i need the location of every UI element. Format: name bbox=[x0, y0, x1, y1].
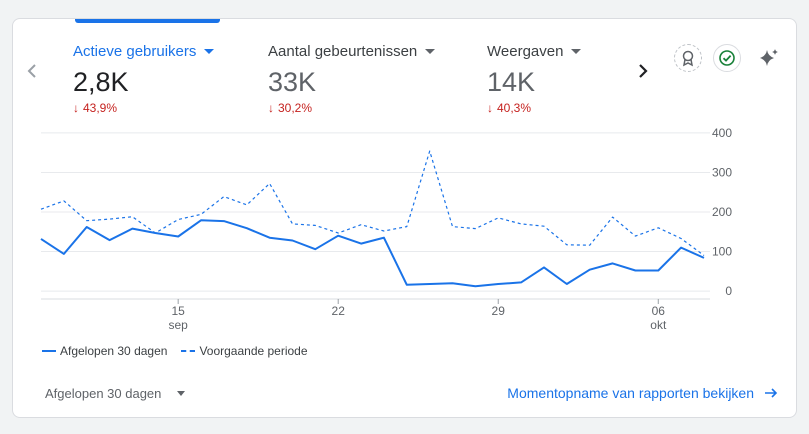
chevron-left-icon[interactable] bbox=[25, 61, 39, 81]
x-tick-label: 22 bbox=[332, 304, 346, 318]
metric-active-users[interactable]: Actieve gebruikers 2,8K ↓ 43,9% bbox=[73, 43, 215, 115]
metric-label: Actieve gebruikers bbox=[73, 43, 215, 60]
series-line-previous bbox=[40, 150, 705, 256]
legend-item-current: Afgelopen 30 dagen bbox=[42, 344, 167, 358]
legend-swatch-dashed bbox=[181, 350, 196, 352]
metric-change: ↓ 30,2% bbox=[268, 101, 313, 115]
metric-label: Aantal gebeurtenissen bbox=[268, 43, 436, 60]
series-lines bbox=[40, 150, 705, 288]
caret-down-icon bbox=[177, 391, 186, 396]
check-circle-icon[interactable] bbox=[713, 44, 741, 72]
metric-change: ↓ 40,3% bbox=[487, 101, 532, 115]
metric-change: ↓ 43,9% bbox=[73, 101, 118, 115]
arrow-down-icon: ↓ bbox=[73, 101, 79, 115]
y-tick-label: 400 bbox=[712, 126, 732, 140]
x-tick-label: 15 bbox=[171, 304, 185, 318]
caret-down-icon bbox=[571, 49, 582, 54]
metric-value: 2,8K bbox=[73, 67, 129, 97]
active-tab-indicator bbox=[75, 19, 220, 23]
chart-legend: Afgelopen 30 dagen Voorgaande periode bbox=[42, 344, 322, 358]
x-tick-sublabel: sep bbox=[168, 318, 188, 332]
arrow-right-icon bbox=[765, 388, 778, 398]
metric-event-count[interactable]: Aantal gebeurtenissen 33K ↓ 30,2% bbox=[268, 43, 436, 115]
report-card: Actieve gebruikers 2,8K ↓ 43,9% Aantal ge… bbox=[12, 18, 797, 418]
x-tick-label: 29 bbox=[492, 304, 506, 318]
badge-ribbon-icon[interactable] bbox=[674, 44, 702, 72]
arrow-down-icon: ↓ bbox=[487, 101, 493, 115]
metric-value: 33K bbox=[268, 67, 317, 97]
y-axis: 0 100 200 300 400 bbox=[712, 126, 732, 298]
view-snapshot-link[interactable]: Momentopname van rapporten bekijken bbox=[507, 385, 778, 401]
arrow-down-icon: ↓ bbox=[268, 101, 274, 115]
x-tick-label: 06 bbox=[652, 304, 666, 318]
legend-item-previous: Voorgaande periode bbox=[181, 344, 308, 358]
metric-views[interactable]: Weergaven 14K ↓ 40,3% bbox=[487, 43, 582, 115]
period-label: Afgelopen 30 dagen bbox=[45, 386, 162, 401]
legend-swatch-solid bbox=[42, 350, 56, 352]
y-tick-label: 0 bbox=[725, 284, 732, 298]
metric-label: Weergaven bbox=[487, 43, 582, 60]
sparkle-icon[interactable] bbox=[755, 44, 783, 72]
series-line-current bbox=[40, 219, 705, 288]
caret-down-icon bbox=[204, 49, 215, 54]
view-snapshot-label: Momentopname van rapporten bekijken bbox=[507, 385, 754, 401]
period-selector[interactable]: Afgelopen 30 dagen bbox=[45, 386, 186, 401]
grid-lines bbox=[41, 132, 710, 292]
x-tick-sublabel: okt bbox=[650, 318, 667, 332]
y-tick-label: 200 bbox=[712, 205, 732, 219]
y-tick-label: 300 bbox=[712, 165, 732, 179]
chevron-right-icon[interactable] bbox=[636, 61, 650, 81]
caret-down-icon bbox=[425, 49, 436, 54]
metric-value: 14K bbox=[487, 67, 536, 97]
y-tick-label: 100 bbox=[712, 245, 732, 259]
